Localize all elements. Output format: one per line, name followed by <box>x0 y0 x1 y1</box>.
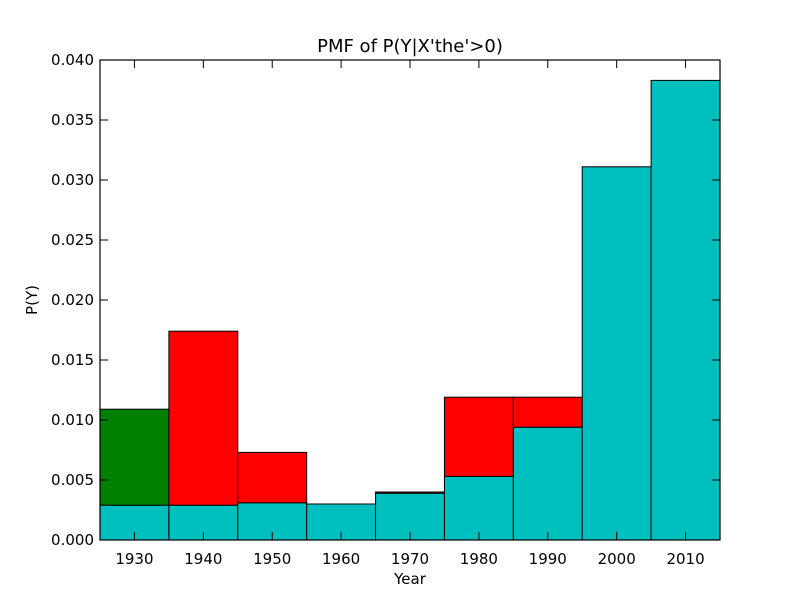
x-tick-label: 1950 <box>253 550 291 568</box>
y-tick-label: 0.040 <box>51 51 94 69</box>
x-tick-label: 1990 <box>529 550 567 568</box>
y-tick-label: 0.020 <box>51 291 94 309</box>
y-tick-label: 0.010 <box>51 411 94 429</box>
bar-1980-series-0 <box>443 475 514 541</box>
bar-1930-series-2 <box>99 408 170 506</box>
y-tick-label: 0.000 <box>51 531 94 549</box>
bar-1990-series-0 <box>512 426 583 541</box>
bars-group <box>99 79 721 541</box>
x-axis-label: Year <box>393 570 427 588</box>
x-tick-label: 1930 <box>115 550 153 568</box>
bar-1940-series-1 <box>168 330 239 506</box>
y-tick-label: 0.030 <box>51 171 94 189</box>
y-axis-label: P(Y) <box>23 285 41 315</box>
bar-1980-series-1 <box>443 396 514 477</box>
x-axis: 1930 1940 1950 1960 1970 1980 1990 2000 2010 <box>115 60 705 568</box>
x-tick-label: 1960 <box>322 550 360 568</box>
y-axis: 0.000 0.005 0.010 0.015 0.020 0.025 0.030 0.035… <box>51 51 720 549</box>
x-tick-label: 1980 <box>460 550 498 568</box>
bar-1990-series-1 <box>512 396 583 428</box>
y-tick-label: 0.015 <box>51 351 94 369</box>
y-tick-label: 0.035 <box>51 111 94 129</box>
x-tick-label: 2000 <box>598 550 636 568</box>
bar-1950-series-1 <box>237 451 308 504</box>
bar-1970-series-1 <box>375 491 445 494</box>
y-tick-label: 0.025 <box>51 231 94 249</box>
x-tick-label: 1940 <box>184 550 222 568</box>
chart-title: PMF of P(Y|X'the'>0) <box>317 36 503 57</box>
x-tick-label: 2010 <box>666 550 704 568</box>
bar-2010-series-0 <box>650 79 721 541</box>
y-tick-label: 0.005 <box>51 471 94 489</box>
bar-2000-series-0 <box>581 166 652 541</box>
x-tick-label: 1970 <box>391 550 429 568</box>
